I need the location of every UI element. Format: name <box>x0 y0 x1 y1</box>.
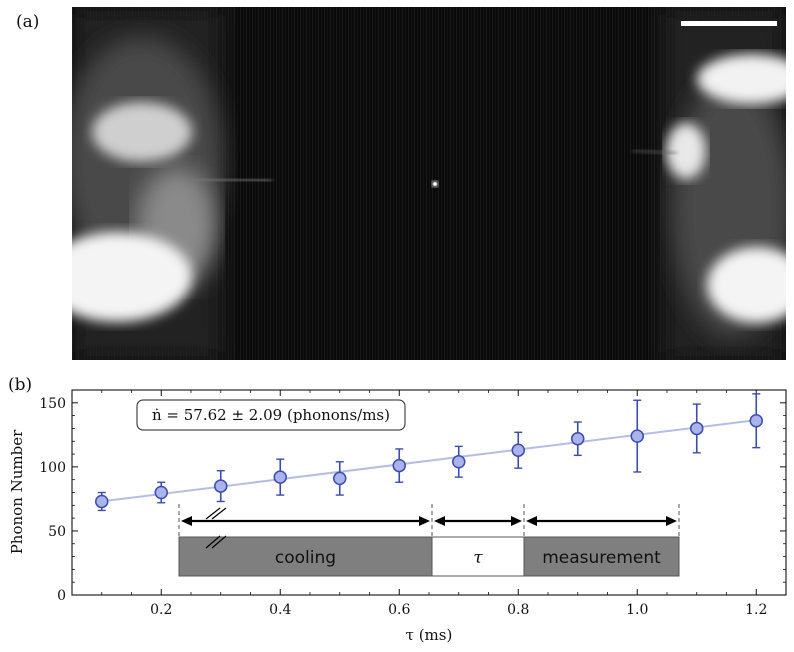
break-mark <box>211 507 227 520</box>
y-tick-label: 150 <box>39 396 66 412</box>
x-tick-label: 0.6 <box>388 602 410 618</box>
break-mark <box>211 535 227 549</box>
break-mark <box>205 535 221 549</box>
y-tick-label: 0 <box>57 588 66 604</box>
x-tick-label: 0.8 <box>507 602 529 618</box>
arrow-head-left <box>434 516 445 526</box>
y-axis: 0 50 100 150 <box>39 389 786 604</box>
y-tick-label: 100 <box>39 460 66 476</box>
cooling-label: cooling <box>275 548 336 568</box>
x-axis-title: τ (ms) <box>406 626 453 644</box>
data-points <box>95 393 763 512</box>
data-point <box>571 431 585 446</box>
break-mark <box>205 507 221 520</box>
data-point <box>630 429 644 443</box>
data-point <box>511 443 525 457</box>
tau-label: τ <box>473 548 483 568</box>
x-tick-label: 0.4 <box>269 602 291 618</box>
data-point <box>333 471 347 486</box>
x-tick-label: 1.0 <box>626 602 648 618</box>
rate-annotation: ṅ = 57.62 ± 2.09 (phonons/ms) <box>152 406 390 424</box>
data-point <box>392 458 406 473</box>
panel-a-label: (a) <box>16 12 40 32</box>
timing-diagram: cooling τ measurement <box>178 504 680 577</box>
data-point <box>214 479 228 493</box>
panel-b-label: (b) <box>8 375 33 395</box>
arrow-head-left <box>181 516 192 526</box>
microscope-image <box>72 7 786 360</box>
x-tick-label: 0.2 <box>150 602 172 618</box>
arrow-head-right <box>419 516 430 526</box>
measurement-label: measurement <box>542 548 661 568</box>
y-tick-label: 50 <box>48 524 66 540</box>
data-point <box>452 455 466 469</box>
measurement-block <box>523 536 680 577</box>
data-point <box>690 421 704 436</box>
x-axis: 0.2 0.4 0.6 0.8 1.0 1.2 <box>101 390 767 618</box>
annotation-box <box>136 399 406 431</box>
data-point <box>749 414 763 428</box>
data-point <box>273 470 287 484</box>
arrow-head-right <box>511 516 522 526</box>
fit-line <box>101 419 757 503</box>
scale-bar <box>681 21 777 26</box>
data-point <box>95 494 109 509</box>
tau-block <box>431 536 525 577</box>
y-axis-title: Phonon Number <box>8 429 26 554</box>
arrow-head-left <box>526 516 537 526</box>
data-point <box>154 485 168 500</box>
x-tick-label: 1.2 <box>745 602 767 618</box>
arrow-head-right <box>666 516 677 526</box>
